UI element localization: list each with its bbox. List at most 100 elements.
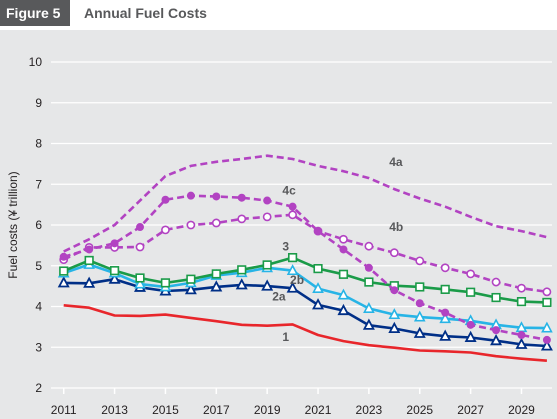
data-point-2a [540,339,553,351]
x-tick-label: 2019 [254,403,281,417]
series-label-4a: 4a [389,155,403,169]
data-point-4c [110,239,119,248]
data-point-4c [186,191,195,200]
data-point-4c [136,223,145,232]
data-point-4b [440,263,450,273]
data-point-4b [211,218,221,228]
data-point-4c [237,193,246,202]
series-line-1 [63,304,548,362]
series-line-4a [63,154,548,253]
data-point-2a [83,276,96,288]
data-point-2b [363,302,375,313]
data-point-3 [186,274,196,284]
data-point-4c [314,227,323,236]
series-4a [63,154,548,253]
y-tick-label: 9 [35,96,42,110]
data-point-4b [237,214,247,224]
data-point-2b [541,321,553,333]
data-point-3 [59,266,69,276]
data-point-3 [160,278,171,288]
data-point-3 [287,253,298,263]
data-point-2a [184,283,197,295]
data-point-4c [415,299,424,308]
series-label-4c: 4c [282,183,296,197]
data-point-4c [161,195,170,204]
series-label-2a: 2a [272,289,286,303]
data-point-2a [388,321,401,334]
data-point-4b [415,256,425,266]
data-point-4b [161,225,170,235]
data-point-4b [288,210,297,220]
data-point-2a [362,318,375,330]
x-tick-label: 2029 [508,403,535,417]
data-point-4b [339,234,348,244]
data-point-3 [262,260,272,270]
series-2a [57,272,553,351]
data-point-3 [364,277,374,287]
series-label-4b: 4b [389,220,403,234]
data-point-4c [263,196,272,205]
data-point-4b [262,212,272,222]
data-point-4b [364,241,374,251]
data-point-4b [491,277,501,287]
series-3 [59,253,552,308]
data-point-4c [441,308,450,317]
data-point-3 [109,266,120,276]
data-point-4b [389,248,399,258]
data-point-4b [466,269,476,279]
data-point-2a [210,280,223,292]
figure-title: Annual Fuel Costs [84,5,207,21]
data-point-2b [413,310,426,322]
data-point-3 [84,255,94,266]
x-tick-label: 2023 [356,403,383,417]
data-point-2b [388,308,401,320]
y-axis-label: Fuel costs (¥ trillion) [6,171,20,278]
data-point-3 [237,265,247,275]
data-point-4c [59,252,68,261]
data-point-4b [135,242,145,252]
data-point-4c [517,331,526,340]
data-point-4c [364,263,373,272]
data-point-3 [211,269,221,279]
data-point-2a [312,298,325,310]
data-point-2a [108,272,121,284]
x-tick-label: 2021 [305,403,332,417]
data-point-3 [440,284,450,294]
data-point-2a [439,329,452,341]
data-point-2a [464,330,477,342]
data-point-3 [466,287,476,297]
x-tick-label: 2025 [406,403,433,417]
data-point-2a [490,334,503,346]
data-point-2b [337,288,350,300]
y-tick-label: 5 [35,259,42,273]
series-1 [63,304,548,362]
data-point-3 [516,297,527,307]
data-point-2b [134,277,146,289]
series-label-3: 3 [282,239,289,253]
series-line-4c [63,194,548,342]
data-point-2b [439,312,452,324]
data-point-4b [517,283,526,293]
data-point-4c [339,245,348,254]
y-tick-label: 6 [35,218,42,232]
x-tick-label: 2013 [101,403,128,417]
data-point-3 [338,269,349,279]
data-point-2a [235,278,248,290]
data-point-4b [542,287,552,297]
data-point-3 [313,264,323,274]
x-axis-ticks: 2011 2013 2015 2017 2019 2021 2023 2025 2027 2029 [51,388,535,417]
y-tick-label: 3 [35,340,42,354]
data-point-4c [390,286,399,295]
data-point-2b [312,282,324,293]
data-point-4c [542,335,551,344]
series-layer [57,154,553,362]
x-tick-label: 2011 [51,403,77,417]
gridlines [51,61,552,389]
data-point-3 [491,292,501,303]
series-labels: 1 2a 2b 3 4a 4b 4c [272,155,403,344]
series-label-2b: 2b [290,273,304,287]
x-tick-label: 2015 [152,403,179,417]
data-point-2a [515,337,528,349]
y-tick-label: 4 [35,300,42,314]
